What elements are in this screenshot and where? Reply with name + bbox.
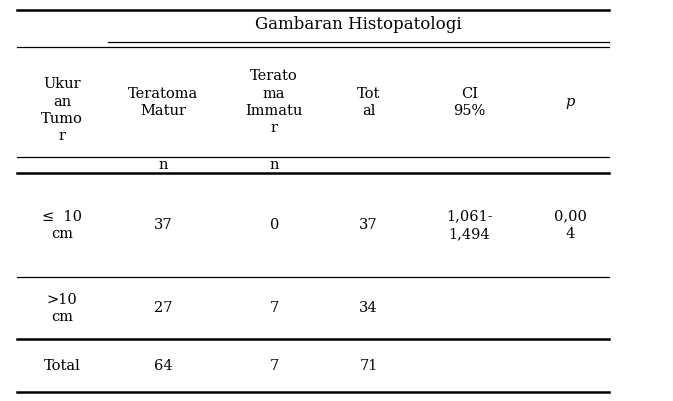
Text: Total: Total: [44, 358, 81, 373]
Text: ≤  10
cm: ≤ 10 cm: [42, 210, 82, 241]
Text: Gambaran Histopatologi: Gambaran Histopatologi: [255, 16, 462, 32]
Text: 71: 71: [359, 358, 378, 373]
Text: 27: 27: [154, 301, 172, 315]
Text: n: n: [269, 158, 279, 172]
Text: 34: 34: [359, 301, 378, 315]
Text: CI
95%: CI 95%: [454, 87, 485, 118]
Text: 7: 7: [270, 358, 279, 373]
Text: 0: 0: [270, 219, 279, 232]
Text: Ukur
an
Tumo
r: Ukur an Tumo r: [41, 77, 83, 143]
Text: 1,061-
1,494: 1,061- 1,494: [446, 210, 493, 241]
Text: 7: 7: [270, 301, 279, 315]
Text: 37: 37: [154, 219, 172, 232]
Text: 64: 64: [154, 358, 172, 373]
Text: p: p: [566, 95, 575, 109]
Text: 37: 37: [359, 219, 378, 232]
Text: Tot
al: Tot al: [357, 87, 380, 118]
Text: Terato
ma
Immatu
r: Terato ma Immatu r: [246, 69, 303, 135]
Text: >10
cm: >10 cm: [47, 292, 77, 324]
Text: n: n: [158, 158, 168, 172]
Text: Teratoma
Matur: Teratoma Matur: [128, 87, 199, 118]
Text: 0,00
4: 0,00 4: [554, 210, 587, 241]
